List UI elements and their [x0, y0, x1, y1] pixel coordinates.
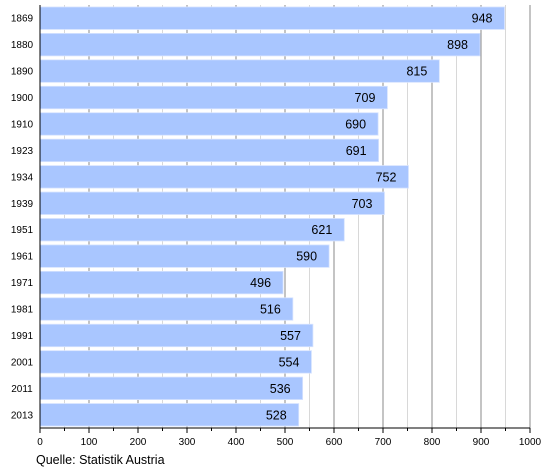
value-label-1961: 590	[296, 250, 317, 264]
x-tick-label-1000: 1000	[519, 437, 542, 448]
bar-2011	[39, 376, 304, 400]
value-label-1971: 496	[250, 276, 271, 290]
bar-1951	[39, 218, 345, 242]
category-label-1991: 1991	[11, 331, 34, 342]
bar-1900	[39, 85, 388, 110]
bar-2013	[39, 403, 300, 427]
bar-chart: 948 1869 898 1880 815 1890 709 1900 690 1910 691 19…	[11, 5, 542, 448]
value-label-2001: 554	[279, 355, 300, 369]
value-label-1880: 898	[447, 38, 468, 52]
bar-1910	[39, 112, 379, 136]
value-label-1869: 948	[472, 12, 493, 26]
category-label-1951: 1951	[11, 225, 34, 236]
x-tick-label-200: 200	[130, 437, 147, 448]
value-label-1910: 690	[345, 117, 366, 131]
category-label-1890: 1890	[11, 67, 34, 78]
category-label-1900: 1900	[11, 93, 34, 104]
category-label-1910: 1910	[11, 119, 34, 130]
labels: 948 1869 898 1880 815 1890 709 1900 690 1910 691 19…	[11, 12, 542, 448]
x-tick-label-400: 400	[228, 437, 245, 448]
bar-1991	[39, 323, 314, 348]
bars	[39, 6, 505, 427]
x-tick-label-0: 0	[37, 437, 43, 448]
value-label-1923: 691	[346, 144, 367, 158]
x-tick-label-900: 900	[473, 437, 490, 448]
x-tick-label-800: 800	[424, 437, 441, 448]
x-tick-label-100: 100	[81, 437, 98, 448]
bar-1880	[39, 33, 481, 57]
category-label-1971: 1971	[11, 278, 34, 289]
category-label-1934: 1934	[11, 172, 34, 183]
value-label-1939: 703	[352, 197, 373, 211]
bar-1961	[39, 244, 330, 268]
bar-1971	[39, 270, 284, 295]
bar-1981	[39, 297, 294, 321]
value-label-1900: 709	[355, 91, 376, 105]
category-label-1961: 1961	[11, 252, 34, 263]
bar-2001	[39, 350, 312, 374]
x-tick-label-300: 300	[179, 437, 196, 448]
bar-1939	[39, 191, 385, 215]
x-tick-label-500: 500	[277, 437, 294, 448]
bar-1934	[39, 165, 409, 189]
value-label-1951: 621	[311, 223, 332, 237]
value-label-2013: 528	[266, 408, 287, 422]
bar-1890	[39, 59, 440, 83]
value-label-1934: 752	[376, 170, 397, 184]
category-label-1869: 1869	[11, 14, 34, 25]
category-label-2001: 2001	[11, 357, 34, 368]
category-label-1880: 1880	[11, 40, 34, 51]
category-label-2013: 2013	[11, 410, 34, 421]
value-label-1981: 516	[260, 303, 281, 317]
category-label-1939: 1939	[11, 199, 34, 210]
source-note: Quelle: Statistik Austria	[36, 453, 165, 467]
x-tick-label-600: 600	[326, 437, 343, 448]
bar-1923	[39, 138, 379, 163]
x-tick-label-700: 700	[375, 437, 392, 448]
value-label-1991: 557	[280, 329, 301, 343]
value-label-2011: 536	[270, 382, 291, 396]
category-label-1923: 1923	[11, 146, 34, 157]
bar-1869	[39, 6, 505, 30]
category-label-1981: 1981	[11, 305, 34, 316]
category-label-2011: 2011	[11, 384, 33, 395]
value-label-1890: 815	[406, 65, 427, 79]
axes	[39, 5, 531, 433]
